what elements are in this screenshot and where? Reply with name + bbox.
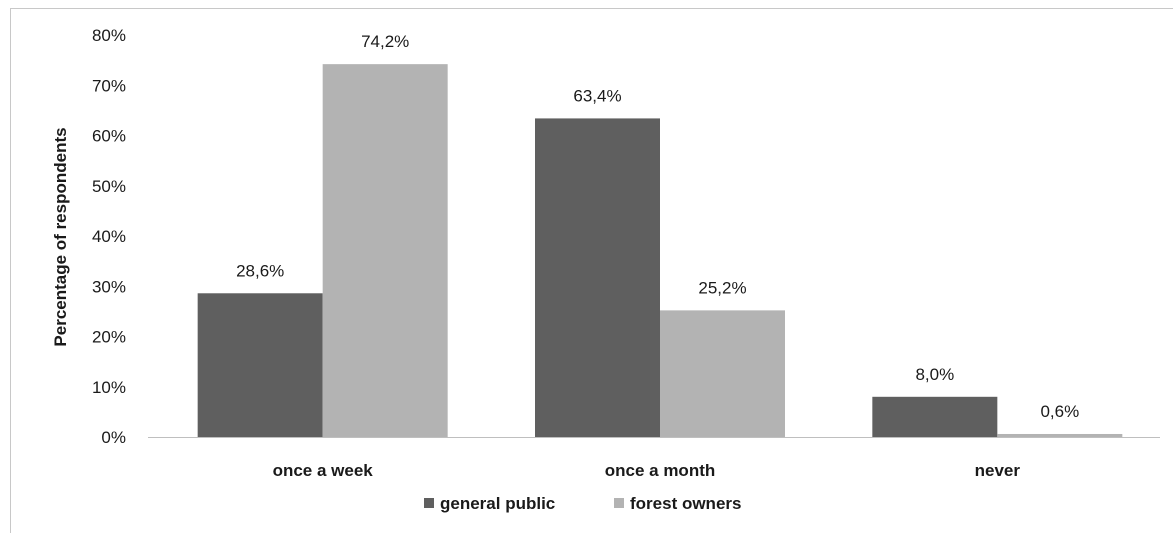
x-category-label: never [975, 461, 1021, 480]
y-tick-label: 80% [92, 26, 126, 45]
bars [197, 64, 1123, 438]
chart-frame [10, 8, 1173, 533]
data-label: 74,2% [361, 32, 409, 51]
y-tick-label: 60% [92, 127, 126, 146]
x-axis-labels: once a week once a month never [273, 461, 1021, 480]
legend-swatch [614, 498, 624, 508]
y-tick-label: 50% [92, 177, 126, 196]
x-category-label: once a month [605, 461, 716, 480]
x-category-label: once a week [273, 461, 374, 480]
y-tick-label: 0% [101, 428, 126, 447]
bar-general-public-never [872, 396, 998, 437]
legend-label: general public [440, 494, 555, 513]
bar-general-public-once-a-week [197, 293, 323, 437]
legend-swatch [424, 498, 434, 508]
data-label: 8,0% [915, 365, 954, 384]
data-label: 63,4% [573, 86, 621, 105]
bar-general-public-once-a-month [535, 118, 660, 437]
y-tick-label: 10% [92, 378, 126, 397]
y-axis-ticks: 0% 10% 20% 30% 40% 50% 60% 70% 80% [92, 26, 126, 447]
data-labels: 28,6% 74,2% 63,4% 25,2% 8,0% 0,6% [236, 32, 1079, 421]
y-tick-label: 70% [92, 76, 126, 95]
data-label: 0,6% [1040, 402, 1079, 421]
bar-forest-owners-never [997, 433, 1123, 437]
legend-label: forest owners [630, 494, 741, 513]
data-label: 25,2% [698, 278, 746, 297]
bar-forest-owners-once-a-month [660, 310, 785, 437]
y-tick-label: 30% [92, 277, 126, 296]
data-label: 28,6% [236, 261, 284, 280]
y-tick-label: 40% [92, 227, 126, 246]
y-axis-title: Percentage of respondents [51, 127, 70, 346]
legend: general public forest owners [424, 494, 741, 513]
y-tick-label: 20% [92, 328, 126, 347]
bar-forest-owners-once-a-week [322, 64, 448, 438]
